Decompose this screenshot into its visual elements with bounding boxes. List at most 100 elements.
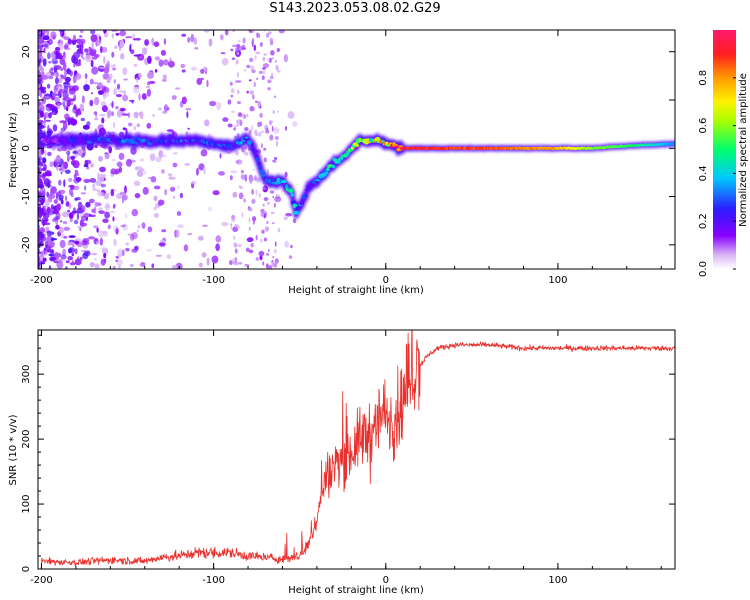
noise-speckle [38,56,42,64]
noise-speckle [115,94,123,98]
noise-speckle [206,79,209,88]
noise-speckle [42,157,47,164]
noise-speckle [237,101,241,105]
noise-speckle [115,106,119,110]
noise-speckle [51,250,55,255]
noise-speckle [100,183,106,188]
noise-speckle [260,238,263,243]
noise-speckle [273,248,277,254]
noise-speckle [245,247,250,252]
noise-speckle [278,30,285,34]
chart-title: S143.2023.053.08.02.G29 [269,1,441,16]
noise-speckle [75,73,82,80]
ridge-core-blob [250,143,254,147]
noise-speckle [62,211,69,218]
noise-speckle [52,107,59,110]
noise-speckle [53,85,58,93]
noise-speckle [268,57,272,63]
noise-speckle [229,81,233,86]
noise-speckle [38,44,42,49]
noise-speckle [42,35,50,41]
noise-speckle [74,198,79,201]
noise-speckle [250,243,254,248]
noise-speckle [73,62,76,68]
noise-speckle [73,219,79,225]
noise-speckle [57,40,61,43]
noise-speckle [163,38,167,45]
noise-speckle [56,102,61,109]
noise-speckle [65,260,70,264]
noise-speckle [120,225,126,228]
ridge-core-blob [326,167,330,172]
noise-speckle [38,208,42,215]
noise-speckle [44,199,50,208]
noise-speckle [251,188,255,195]
noise-speckle [136,123,140,128]
noise-speckle [164,189,168,196]
noise-speckle [62,56,67,59]
y-tick-label: 0 [21,145,32,151]
noise-speckle [200,69,205,74]
ridge-core-blob [239,141,243,145]
noise-speckle [292,121,298,127]
noise-speckle [261,75,265,80]
noise-speckle [38,64,43,71]
noise-speckle [216,101,222,111]
ridge-core-blob [381,140,385,143]
noise-speckle [137,225,140,229]
noise-speckle [265,32,270,38]
noise-speckle [168,173,173,177]
noise-speckle [64,76,71,83]
y-tick-label: 200 [21,430,32,449]
noise-speckle [67,38,72,45]
noise-speckle [38,254,45,258]
noise-speckle [124,185,127,194]
noise-speckle [248,249,254,254]
noise-speckle [200,77,204,80]
noise-speckle [127,112,131,119]
ridge-core-blob [340,157,344,161]
noise-speckle [106,75,111,84]
noise-speckle [75,109,79,118]
noise-speckle [245,152,249,156]
noise-speckle [129,44,132,52]
noise-speckle [69,70,73,77]
noise-speckle [258,193,261,198]
noise-speckle [131,232,138,240]
noise-speckle [237,71,239,78]
noise-speckle [269,134,274,141]
noise-speckle [284,240,290,248]
noise-speckle [90,30,96,35]
noise-speckle [274,196,282,203]
noise-speckle [38,244,41,249]
noise-speckle [67,156,71,159]
noise-speckle [258,250,265,257]
noise-speckle [249,181,253,184]
noise-speckle [255,132,258,137]
noise-speckle [229,175,233,181]
noise-speckle [39,231,43,235]
noise-speckle [113,203,116,208]
noise-speckle [55,71,59,78]
noise-speckle [80,215,87,222]
noise-speckle [160,49,166,56]
noise-speckle [236,122,240,127]
noise-speckle [151,37,155,46]
noise-speckle [274,241,277,247]
noise-speckle [166,129,174,132]
ridge-core-blob [72,141,77,145]
noise-speckle [80,250,88,253]
noise-speckle [99,46,103,54]
noise-speckle [261,229,265,234]
noise-speckle [246,64,251,69]
noise-speckle [68,203,72,209]
noise-speckle [238,192,244,200]
noise-speckle [158,242,166,247]
noise-speckle [277,70,281,73]
noise-speckle [252,218,255,225]
noise-speckle [128,122,133,127]
noise-speckle [80,256,83,261]
noise-speckle [284,125,287,131]
noise-speckle [103,258,107,263]
noise-speckle [153,206,157,211]
